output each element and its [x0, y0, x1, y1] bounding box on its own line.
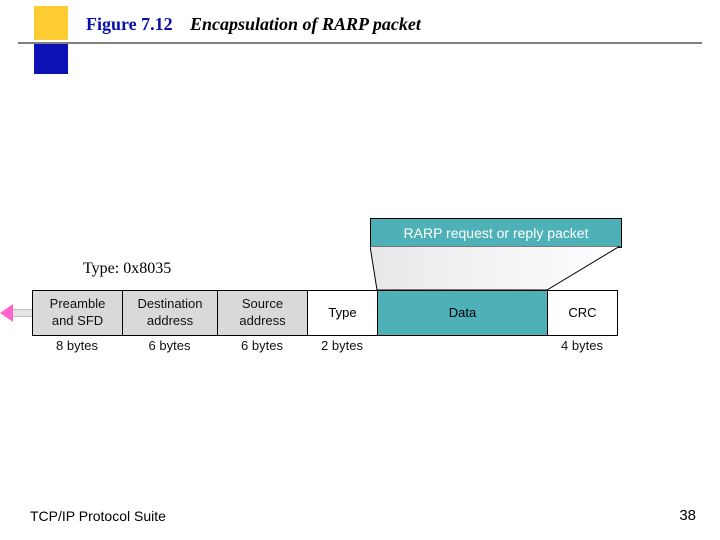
frame-cell-label2: address — [147, 314, 193, 329]
rarp-packet-box: RARP request or reply packet — [370, 218, 622, 248]
frame-cell-type: Type — [307, 291, 377, 335]
header-accent-square — [34, 6, 68, 40]
header-rule — [18, 42, 702, 44]
frame-cell-preamble: Preamble and SFD — [32, 291, 122, 335]
frame-cell-label: Data — [449, 306, 476, 321]
frame-cell-source: Source address — [217, 291, 307, 335]
bytes-label-type: 2 bytes — [307, 338, 377, 353]
figure-title: Encapsulation of RARP packet — [190, 14, 421, 35]
footer-text: TCP/IP Protocol Suite — [30, 508, 166, 524]
header-accent-bar — [34, 44, 68, 74]
bytes-label-crc: 4 bytes — [547, 338, 617, 353]
frame-cell-label: Destination — [137, 297, 202, 312]
frame-cell-data: Data — [377, 291, 547, 335]
ethernet-frame: Preamble and SFD Destination address Sou… — [32, 290, 618, 336]
bytes-label-source: 6 bytes — [217, 338, 307, 353]
page-number: 38 — [679, 507, 696, 524]
frame-cell-destination: Destination address — [122, 291, 217, 335]
frame-cell-label: Preamble — [50, 297, 106, 312]
funnel-connector — [370, 246, 620, 290]
frame-cell-label2: and SFD — [52, 314, 103, 329]
frame-cell-label2: address — [239, 314, 285, 329]
arrow-shaft — [12, 309, 34, 317]
figure-label: Figure 7.12 — [86, 14, 173, 35]
bytes-label-destination: 6 bytes — [122, 338, 217, 353]
frame-cell-label: Source — [242, 297, 283, 312]
frame-cell-crc: CRC — [547, 291, 617, 335]
frame-cell-label: CRC — [568, 306, 596, 321]
type-note: Type: 0x8035 — [83, 260, 171, 278]
slide: Figure 7.12 Encapsulation of RARP packet… — [0, 0, 720, 540]
bytes-label-preamble: 8 bytes — [32, 338, 122, 353]
arrow-head-icon — [0, 304, 13, 322]
frame-cell-label: Type — [328, 306, 356, 321]
